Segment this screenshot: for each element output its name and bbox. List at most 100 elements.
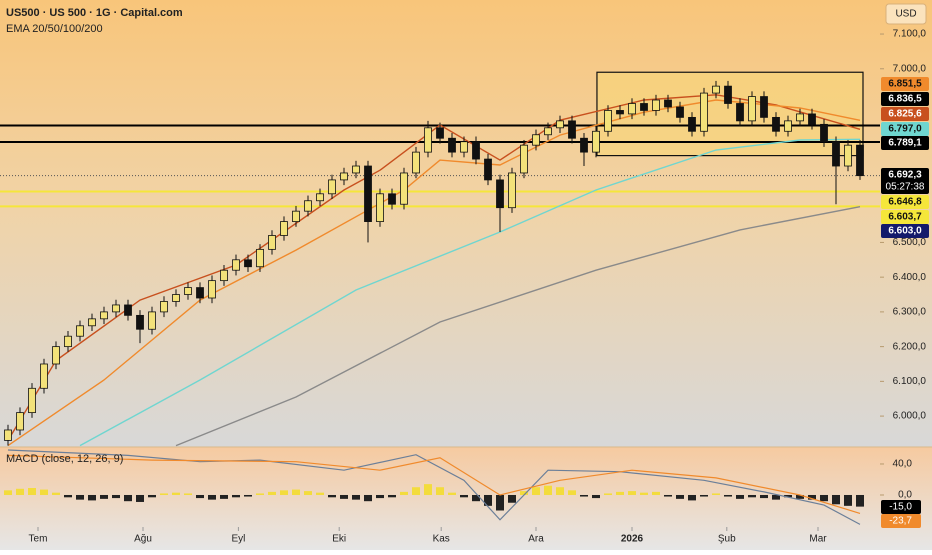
countdown: 05:27:38 [886, 182, 925, 193]
price-badge-label: 6.836,5 [888, 94, 922, 105]
histogram-bar [591, 494, 600, 499]
candle-body [220, 269, 228, 282]
candle-body [88, 318, 96, 327]
histogram-bar [424, 484, 433, 495]
histogram-bar [603, 493, 612, 495]
price-badge [881, 195, 929, 209]
candle-body [268, 235, 276, 250]
macd-line [7, 454, 861, 514]
histogram-bar [483, 494, 492, 506]
histogram-bar [412, 487, 421, 495]
y-tick-label: 7.000,0 [893, 63, 927, 74]
candle-body [208, 280, 216, 299]
y-tick-label: 6.000,0 [893, 411, 927, 422]
histogram-bar [615, 491, 624, 495]
histogram-bar [112, 494, 121, 499]
y-tick-label: 6.200,0 [893, 341, 927, 352]
histogram-bar [651, 491, 660, 495]
histogram-bar [292, 489, 301, 495]
x-tick-label: 2026 [621, 534, 644, 545]
candle-body [664, 99, 672, 108]
candle-body [460, 141, 468, 153]
price-badge-label: 6.603,0 [888, 226, 922, 237]
histogram-bar [795, 494, 804, 499]
histogram-bar [340, 494, 349, 499]
candle-body [592, 130, 600, 153]
macd-badge [881, 514, 921, 528]
candle-body [760, 96, 768, 118]
histogram-bar [400, 491, 409, 495]
candle-body [832, 141, 840, 167]
x-tick-label: Tem [29, 534, 48, 545]
price-badge-label: 6.825,6 [888, 109, 922, 120]
candle-body [76, 325, 84, 337]
y-tick-label: 7.100,0 [893, 29, 927, 40]
currency-button[interactable] [885, 3, 927, 25]
candle-body [484, 158, 492, 181]
candle-body [772, 116, 780, 132]
histogram-bar [843, 494, 852, 506]
price-badge-label: 6.603,7 [888, 212, 922, 223]
price-badge [881, 77, 929, 91]
histogram-bar [531, 487, 540, 495]
histogram-bar [148, 494, 157, 498]
histogram-bar [28, 488, 37, 495]
candle-body [580, 137, 588, 153]
candle-body [4, 429, 12, 441]
histogram-bar [220, 494, 229, 499]
candle-body [604, 110, 612, 132]
histogram-bar [447, 492, 456, 495]
histogram-bar [723, 494, 732, 497]
histogram-bar [100, 494, 109, 499]
ema-line [79, 138, 861, 447]
price-badge [881, 136, 929, 150]
ema-line [175, 206, 861, 447]
histogram-bar [831, 494, 840, 505]
candle-body [568, 120, 576, 139]
candle-body [448, 137, 456, 153]
histogram-bar [699, 494, 708, 497]
price-badge [881, 210, 929, 224]
candle-body [748, 96, 756, 122]
candle-body [376, 193, 384, 222]
indicator-label: EMA 20/50/100/200 [6, 23, 103, 35]
candle-body [400, 172, 408, 205]
histogram-bar [771, 494, 780, 500]
candle-body [100, 311, 108, 320]
candle-body [52, 346, 60, 365]
candle-body [532, 134, 540, 146]
histogram-bar [304, 491, 313, 495]
price-badge [881, 107, 929, 121]
price-badge [881, 168, 929, 194]
histogram-bar [579, 494, 588, 497]
candle-body [508, 172, 516, 209]
histogram-bar [507, 494, 516, 503]
histogram-bar [471, 494, 480, 502]
histogram-bar [88, 494, 97, 501]
candle-body [328, 179, 336, 195]
histogram-bar [244, 494, 253, 497]
candle-body [724, 85, 732, 104]
currency-label[interactable]: USD [895, 9, 916, 20]
histogram-bar [675, 494, 684, 499]
histogram-bar [855, 494, 864, 507]
histogram-bar [819, 494, 828, 502]
histogram-bar [747, 494, 756, 498]
candle-body [304, 200, 312, 212]
candle-body [124, 304, 132, 316]
histogram-bar [280, 490, 289, 495]
histogram-bar [627, 491, 636, 495]
x-tick-label: Şub [718, 534, 736, 545]
histogram-bar [316, 492, 325, 495]
histogram-bar [735, 494, 744, 499]
candle-body [316, 193, 324, 202]
candle-body [28, 387, 36, 414]
histogram-bar [711, 493, 720, 495]
candle-body [808, 113, 816, 125]
candle-body [856, 144, 864, 177]
histogram-bar [555, 487, 564, 495]
candle-body [256, 248, 264, 268]
candle-body [232, 259, 240, 271]
histogram-bar [519, 491, 528, 495]
price-badge-label: 6.851,5 [888, 79, 922, 90]
